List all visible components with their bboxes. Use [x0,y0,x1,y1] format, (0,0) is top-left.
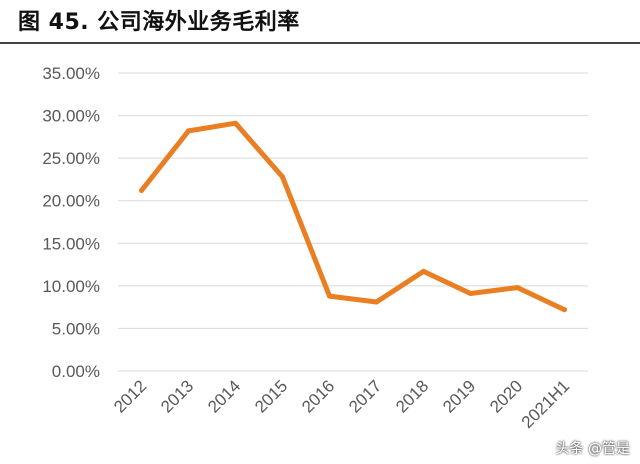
x-tick-label: 2013 [157,376,197,416]
x-tick-label: 2019 [439,376,479,416]
x-tick-label: 2021H1 [518,376,574,432]
data-point [421,268,426,274]
y-tick-label: 35.00% [42,64,100,83]
series-line [139,120,567,313]
series-layer [139,120,567,313]
y-tick-label: 20.00% [42,192,100,211]
data-point [233,120,238,126]
y-tick-label: 25.00% [42,149,100,168]
x-tick-label: 2012 [110,376,150,416]
x-axis-ticks: 2012 2013 2014 2015 2016 2017 2018 2019 20202021… [110,376,573,432]
x-tick-label: 2015 [251,376,291,416]
x-tick-label: 2020 [486,376,526,416]
data-point [515,285,520,291]
watermark: 头条 @管是 [555,441,630,457]
data-point [562,307,567,313]
y-tick-label: 10.00% [42,277,100,296]
y-axis-ticks: 0.00% 5.00% 10.00% 15.00% 20.00% 25.00% 30.00%… [42,64,100,381]
x-tick-label: 2018 [392,376,432,416]
data-point [139,187,144,193]
y-tick-label: 30.00% [42,107,100,126]
y-tick-label: 0.00% [52,362,100,381]
data-point [374,299,379,305]
x-tick-label: 2014 [204,376,244,416]
y-tick-label: 5.00% [52,319,100,338]
data-point [468,291,473,297]
data-point [327,293,332,299]
chart-title: 图 45. 公司海外业务毛利率 [18,10,300,35]
y-tick-label: 15.00% [42,234,100,253]
data-point [280,174,285,180]
x-tick-label: 2016 [298,376,338,416]
data-point [186,128,191,134]
title-divider [0,42,640,44]
gridlines [118,72,588,372]
x-tick-label: 2017 [345,376,385,416]
